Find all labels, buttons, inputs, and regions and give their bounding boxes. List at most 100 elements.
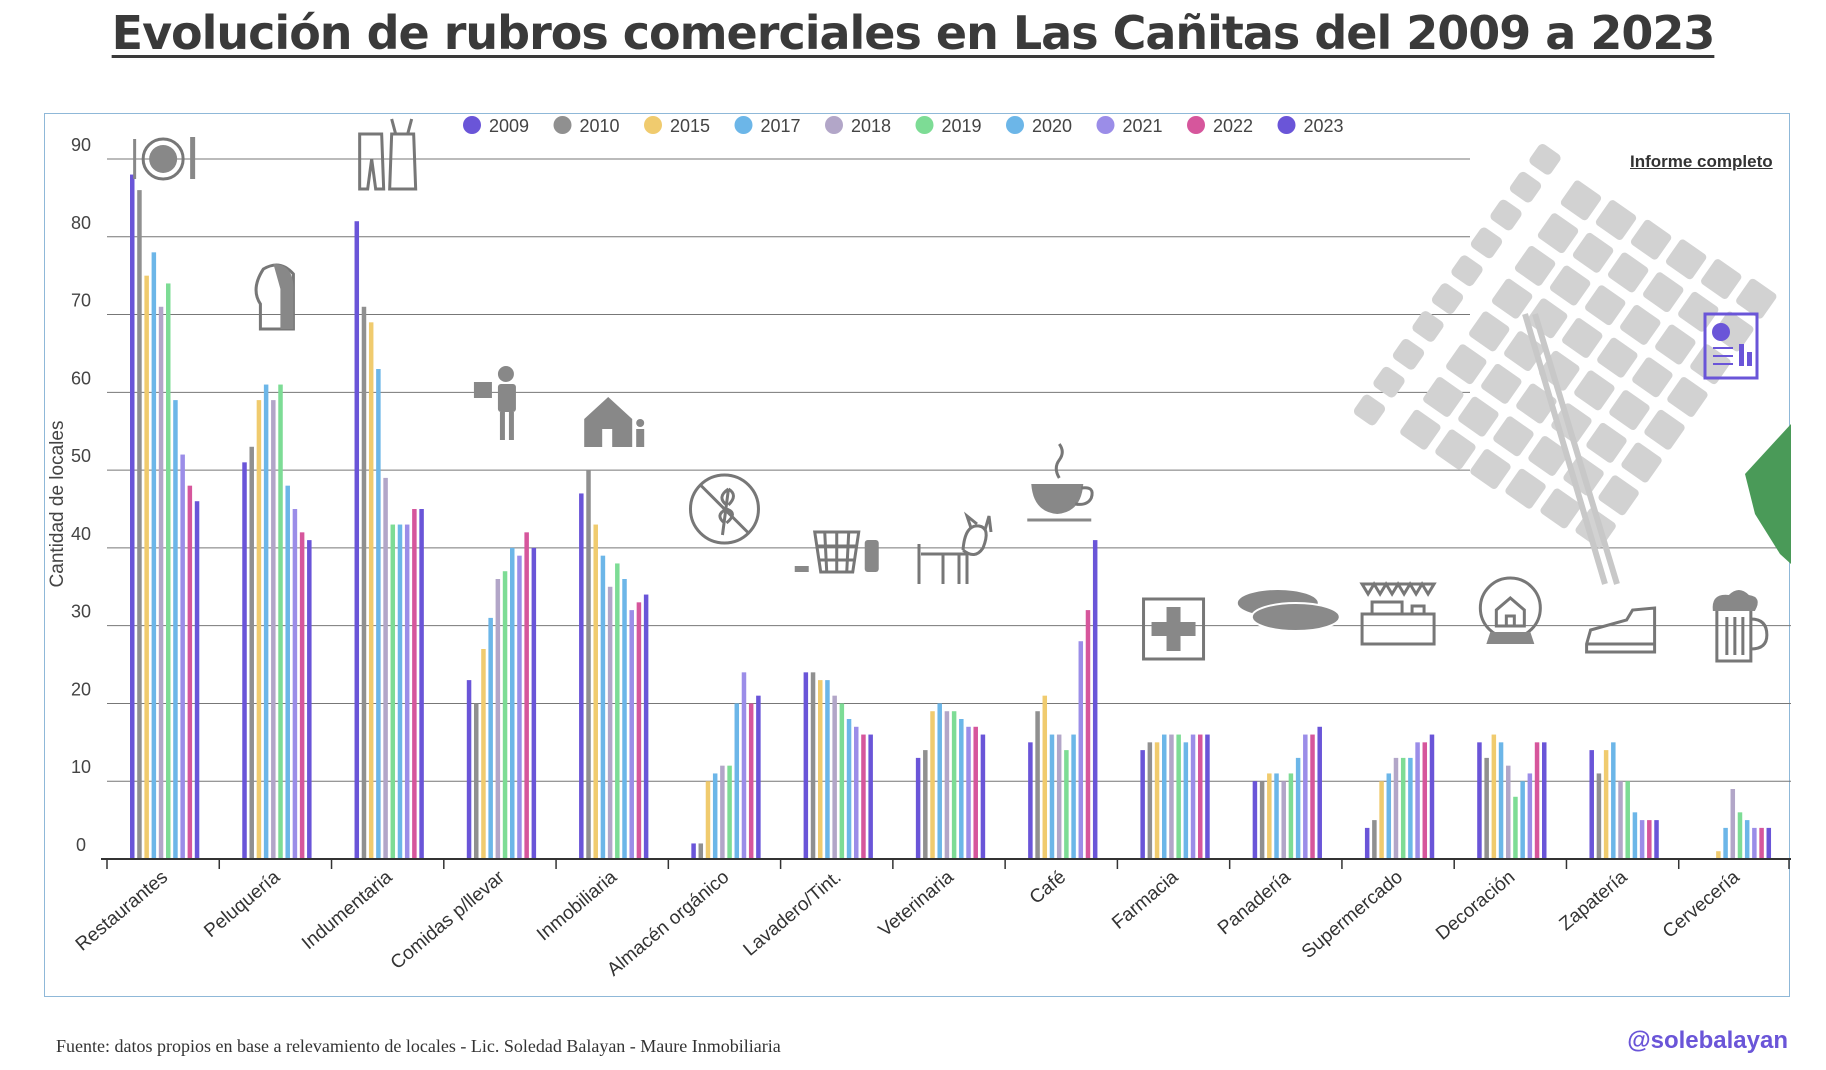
- x-tick-label: Café: [1026, 867, 1070, 909]
- bar-inmobiliaria-2023: [643, 594, 649, 859]
- bar-indumentaria-2021: [404, 524, 410, 859]
- pharmacy-cross-icon: [1142, 597, 1206, 661]
- bar-zapater-a-2020: [1632, 812, 1638, 859]
- bar-panader-a-2022: [1310, 734, 1315, 859]
- map-block: [1621, 442, 1662, 483]
- no-gluten-icon: [688, 473, 760, 545]
- y-tick-label: 50: [71, 446, 91, 466]
- bar-farmacia-2020: [1183, 742, 1189, 859]
- map-block: [1493, 416, 1534, 457]
- bar-peluquer-a-2018: [271, 400, 276, 859]
- bar-peluquer-a-2020: [285, 485, 290, 859]
- map-block: [1701, 259, 1742, 299]
- map-block: [1373, 366, 1405, 398]
- bar-cervecer-a-2020: [1744, 820, 1750, 859]
- bar-comidas-p-llevar-2010: [474, 703, 479, 859]
- map-block: [1509, 171, 1542, 203]
- bar-veterinaria-2021: [966, 726, 971, 859]
- x-tick-label: Zapatería: [1556, 866, 1632, 935]
- clothing-icon: [358, 118, 418, 191]
- x-tick-label: Restaurantes: [72, 867, 172, 956]
- bar-indumentaria-2022: [412, 509, 417, 859]
- bar-farmacia-2021: [1190, 734, 1196, 859]
- legend-label-2021: 2021: [1123, 116, 1163, 136]
- bar-peluquer-a-2022: [299, 532, 305, 859]
- legend-label-2009: 2009: [489, 116, 529, 136]
- x-tick-label: Inmobiliaria: [533, 866, 621, 945]
- y-tick-label: 0: [76, 835, 86, 855]
- bar-decoraci-n-2009: [1477, 742, 1482, 859]
- bar-caf--2022: [1085, 610, 1091, 859]
- delivery-person-icon: [473, 366, 516, 440]
- legend-label-2015: 2015: [670, 116, 710, 136]
- map-block: [1353, 394, 1386, 426]
- bar-inmobiliaria-2021: [629, 610, 634, 859]
- bar-supermercado-2018: [1393, 757, 1399, 859]
- house-icon: [584, 397, 645, 447]
- bar-restaurantes-2009: [130, 174, 135, 860]
- bar-panader-a-2019: [1288, 773, 1294, 859]
- map-block: [1560, 180, 1602, 221]
- bar-indumentaria-2023: [419, 509, 424, 859]
- y-tick-label: 10: [71, 757, 91, 777]
- bar-zapater-a-2017: [1611, 742, 1616, 859]
- x-tick-label: Farmacia: [1108, 866, 1182, 933]
- y-tick-label: 30: [71, 602, 91, 622]
- map-block: [1609, 390, 1650, 431]
- bar-cervecer-a-2018: [1730, 789, 1736, 859]
- bread-icon: [1237, 590, 1341, 632]
- map-block: [1630, 219, 1672, 260]
- map-block: [1598, 475, 1639, 516]
- bar-decoraci-n-2020: [1520, 781, 1525, 859]
- dog-icon: [917, 511, 993, 584]
- bar-indumentaria-2015: [368, 322, 374, 859]
- x-tick-label: Supermercado: [1298, 867, 1407, 963]
- bar-inmobiliaria-2022: [636, 602, 642, 859]
- legend-label-2017: 2017: [761, 116, 801, 136]
- coffee-cup-icon: [1027, 443, 1094, 522]
- neighborhood-map-icon[interactable]: [1352, 134, 1791, 585]
- map-block: [1574, 370, 1615, 411]
- bar-farmacia-2018: [1169, 734, 1174, 859]
- bar-indumentaria-2017: [376, 369, 381, 859]
- map-block: [1458, 396, 1499, 437]
- bar-supermercado-2010: [1372, 820, 1377, 859]
- map-block: [1469, 311, 1510, 352]
- bars: [130, 174, 1772, 860]
- map-block: [1446, 344, 1487, 385]
- legend-marker-2023: [1277, 116, 1296, 134]
- bar-cervecer-a-2023: [1766, 827, 1772, 859]
- bar-decoraci-n-2022: [1534, 742, 1540, 859]
- bar-caf--2018: [1056, 734, 1062, 859]
- bar-cervecer-a-2021: [1752, 827, 1757, 859]
- bar-farmacia-2010: [1147, 742, 1153, 859]
- map-block: [1392, 338, 1425, 370]
- bar-panader-a-2020: [1295, 757, 1301, 859]
- bar-indumentaria-2009: [354, 221, 360, 859]
- bar-inmobiliaria-2010: [586, 470, 591, 859]
- category-icons: [133, 118, 1769, 663]
- bar-veterinaria-2019: [951, 711, 957, 859]
- bar-restaurantes-2019: [166, 283, 171, 859]
- bar-supermercado-2019: [1400, 757, 1406, 859]
- bar-comidas-p-llevar-2018: [495, 579, 501, 859]
- legend-marker-2021: [1096, 116, 1115, 134]
- report-document-icon: [1703, 312, 1759, 380]
- legend-label-2019: 2019: [942, 116, 982, 136]
- bar-panader-a-2010: [1259, 781, 1265, 859]
- y-tick-label: 60: [71, 368, 91, 388]
- bar-veterinaria-2015: [930, 711, 935, 859]
- x-tick-label: Cervecería: [1659, 866, 1744, 942]
- report-link[interactable]: Informe completo: [1630, 152, 1773, 171]
- bar-panader-a-2021: [1303, 734, 1308, 859]
- bar-farmacia-2009: [1140, 750, 1145, 859]
- author-handle[interactable]: @solebalayan: [1627, 1027, 1788, 1054]
- bar-restaurantes-2010: [137, 190, 142, 860]
- bar-almac-n-org-nico-2023: [756, 695, 761, 859]
- x-tick-label: Lavadero/Tint.: [740, 867, 846, 961]
- map-block: [1562, 318, 1603, 358]
- plate-cutlery-icon: [133, 137, 196, 181]
- map-avenue: [1522, 313, 1620, 585]
- legend-marker-2020: [1006, 116, 1024, 134]
- map-block: [1528, 436, 1569, 476]
